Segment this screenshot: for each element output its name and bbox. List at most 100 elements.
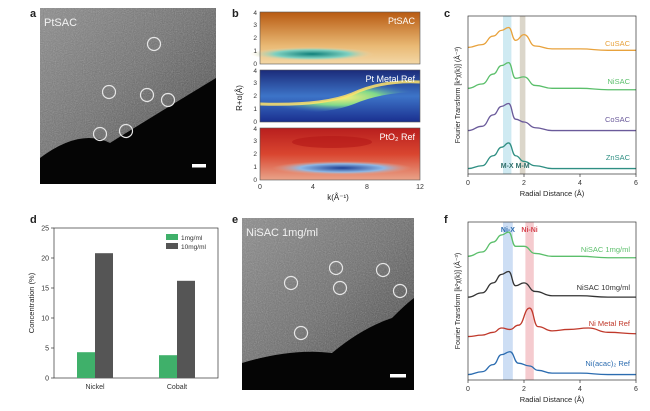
series-line xyxy=(467,26,636,51)
tick-label: 2 xyxy=(253,93,257,100)
atom-marker xyxy=(283,275,299,291)
atom-marker xyxy=(139,87,155,103)
atom-marker xyxy=(328,260,344,276)
y-tick-label: 25 xyxy=(41,226,49,233)
tick-label: 0 xyxy=(253,61,257,68)
atom-marker xyxy=(392,283,408,299)
legend-label: 10mg/ml xyxy=(181,244,206,251)
panel-label-e: e xyxy=(232,214,239,226)
band-label: Ni-Ni xyxy=(521,227,537,234)
series-label: NiSAC xyxy=(607,77,630,86)
x-tick-label: Nickel xyxy=(85,384,105,391)
x-axis-label: Radial Distance (Å) xyxy=(520,395,585,404)
series-label: CoSAC xyxy=(605,115,631,124)
atom-marker xyxy=(332,280,348,296)
tick-label: 1 xyxy=(253,48,257,55)
x-tick-label-b: 12 xyxy=(416,184,424,191)
image-label-e: NiSAC 1mg/ml xyxy=(246,227,318,239)
chart-c: CuSAC NiSAC CoSAC ZnSAC M-X M-M 0 2 4 6 Radial Dis… xyxy=(453,15,638,198)
x-tick-label: 4 xyxy=(578,180,582,187)
tick-label: 3 xyxy=(253,138,257,145)
tick-label: 1 xyxy=(253,164,257,171)
series-label: ZnSAC xyxy=(606,153,631,162)
atom-marker xyxy=(146,36,162,52)
band-label: Ni-X xyxy=(501,227,515,234)
scale-bar xyxy=(390,374,406,378)
y-axis-label-b: R+α(Å) xyxy=(235,85,244,111)
strip-label-pt-metal: Pt Metal Ref xyxy=(365,74,415,84)
x-axis-label: Radial Distance (Å) xyxy=(520,189,585,198)
y-tick-label: 5 xyxy=(45,346,49,353)
atom-marker xyxy=(118,123,134,139)
bar xyxy=(95,253,113,378)
scale-bar xyxy=(192,164,206,168)
shaded-band xyxy=(525,222,534,380)
bar xyxy=(177,280,195,378)
micrograph-e: NiSAC 1mg/ml xyxy=(242,218,414,390)
micrograph-a: PtSAC xyxy=(40,8,216,184)
panel-label-a: a xyxy=(30,8,37,20)
wavelet-strip-pto2: PtO₂ Ref xyxy=(259,127,421,181)
x-tick-label: Cobalt xyxy=(167,384,187,391)
tick-label: 1 xyxy=(253,106,257,113)
series-line xyxy=(467,231,636,259)
atom-marker xyxy=(160,92,176,108)
tick-label: 0 xyxy=(253,177,257,184)
panel-label-d: d xyxy=(30,214,37,226)
x-tick-label-b: 0 xyxy=(258,184,262,191)
shaded-band xyxy=(503,16,512,174)
strip-label-ptsac: PtSAC xyxy=(388,16,416,26)
x-axis-label-b: k(Å⁻¹) xyxy=(327,193,349,202)
legend-swatch xyxy=(166,243,178,249)
shaded-band xyxy=(503,222,513,380)
plot-frame xyxy=(467,221,637,381)
x-tick-label: 6 xyxy=(634,180,638,187)
atom-marker xyxy=(101,84,117,100)
panel-label-b: b xyxy=(232,8,239,20)
series-label: CuSAC xyxy=(605,39,631,48)
series-line xyxy=(467,102,636,132)
wavelet-strip-pt-metal: Pt Metal Ref xyxy=(259,69,421,123)
y-axis-label: Concentration (%) xyxy=(27,272,36,333)
series-line xyxy=(467,307,637,338)
chart-d: 0 5 10 15 20 25 Nickel Cobalt Concentration (%) 1… xyxy=(27,226,219,391)
tick-label: 4 xyxy=(253,68,257,75)
x-tick-label: 4 xyxy=(578,386,582,393)
y-tick-label: 0 xyxy=(45,376,49,383)
wavelet-strip-ptsac: PtSAC xyxy=(250,11,421,65)
series-line xyxy=(467,351,636,376)
series-label: NiSAC 1mg/ml xyxy=(581,245,631,254)
strip-label-pto2: PtO₂ Ref xyxy=(379,132,415,142)
y-tick-label: 10 xyxy=(41,316,49,323)
image-label-a: PtSAC xyxy=(44,17,77,29)
legend-swatch xyxy=(166,234,178,240)
x-tick-label: 6 xyxy=(634,386,638,393)
plot-frame xyxy=(53,227,219,379)
chart-f: NiSAC 1mg/ml NiSAC 10mg/ml Ni Metal Ref Ni(… xyxy=(453,221,638,404)
tick-label: 2 xyxy=(253,35,257,42)
series-line xyxy=(467,61,636,91)
x-tick-label: 0 xyxy=(466,180,470,187)
tick-label: 0 xyxy=(253,119,257,126)
tick-label: 2 xyxy=(253,151,257,158)
legend-label: 1mg/ml xyxy=(181,235,203,242)
y-axis-label: Fourier Transform [k²χ(k)] (Å⁻³) xyxy=(453,253,462,349)
x-tick-label: 2 xyxy=(522,386,526,393)
panel-label-f: f xyxy=(444,214,448,226)
band-label: M-X xyxy=(501,163,514,170)
series-line xyxy=(467,270,636,298)
atom-marker xyxy=(293,325,309,341)
atom-marker xyxy=(375,262,391,278)
tick-label: 3 xyxy=(253,80,257,87)
y-tick-label: 15 xyxy=(41,286,49,293)
tick-label: 3 xyxy=(253,22,257,29)
panel-label-c: c xyxy=(444,8,451,20)
series-line xyxy=(467,142,636,170)
y-axis-label: Fourier Transform [k²χ(k)] (Å⁻³) xyxy=(453,47,462,143)
atom-marker xyxy=(92,126,108,142)
x-tick-label: 0 xyxy=(466,386,470,393)
series-label: Ni Metal Ref xyxy=(589,319,631,328)
x-tick-label: 2 xyxy=(522,180,526,187)
wavelet-panel-b: PtSAC Pt Metal Ref PtO₂ Ref 0 1 2 3 4 0 … xyxy=(235,10,424,191)
bar xyxy=(159,355,177,378)
